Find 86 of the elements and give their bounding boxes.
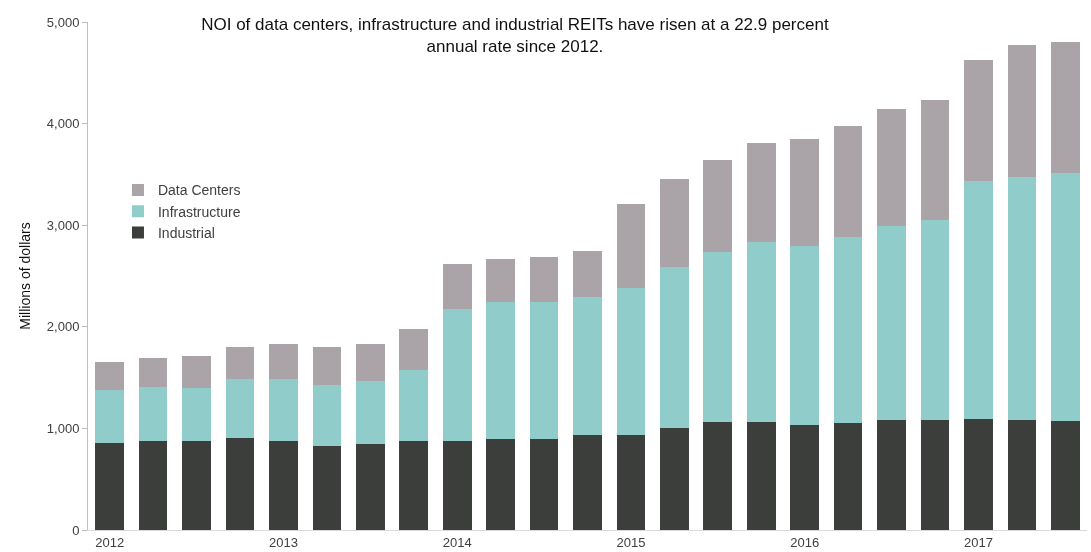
bar bbox=[138, 440, 168, 530]
bar bbox=[95, 362, 125, 390]
legend-label: Infrastructure bbox=[157, 203, 241, 220]
bar bbox=[95, 442, 125, 530]
bar bbox=[399, 328, 429, 371]
bar bbox=[920, 100, 950, 221]
bar bbox=[790, 138, 820, 246]
bar bbox=[1007, 420, 1037, 530]
x-tick-label: 2017 bbox=[963, 534, 993, 550]
bar bbox=[660, 179, 689, 267]
bar bbox=[399, 440, 429, 530]
bar bbox=[616, 434, 646, 530]
bar bbox=[138, 386, 168, 441]
bar bbox=[920, 420, 950, 530]
bar bbox=[355, 443, 385, 530]
bar bbox=[269, 440, 298, 530]
bar bbox=[225, 437, 255, 530]
bar bbox=[399, 370, 429, 441]
bar bbox=[182, 387, 211, 441]
y-tick-label: 5,000 bbox=[46, 14, 80, 30]
bar bbox=[486, 258, 515, 303]
bar bbox=[355, 344, 385, 381]
bar bbox=[312, 347, 342, 385]
bar bbox=[442, 308, 472, 441]
bar bbox=[529, 256, 559, 303]
bar bbox=[920, 220, 950, 421]
x-tick-label: 2013 bbox=[269, 534, 298, 550]
legend-label: Industrial bbox=[157, 224, 215, 241]
bar bbox=[616, 288, 646, 435]
x-tick-label: 2014 bbox=[442, 534, 472, 550]
y-tick-label: 0 bbox=[72, 522, 80, 538]
y-tick-label: 4,000 bbox=[46, 116, 80, 132]
bar bbox=[790, 425, 820, 530]
x-tick-label: 2015 bbox=[616, 534, 646, 550]
y-axis-title: Millions of dollars bbox=[17, 222, 34, 330]
bar bbox=[442, 440, 472, 530]
bar bbox=[660, 266, 689, 429]
bar bbox=[95, 389, 125, 443]
bar bbox=[1050, 42, 1080, 174]
chart-title: NOI of data centers, infrastructure and industrial REITs have risen at a 22.9 percent annual rate since 2012. bbox=[201, 15, 829, 57]
bar bbox=[312, 445, 342, 530]
bar bbox=[1007, 177, 1037, 421]
bar bbox=[182, 356, 211, 388]
bar bbox=[138, 358, 168, 387]
bar bbox=[355, 380, 385, 444]
bar bbox=[703, 251, 733, 423]
bar bbox=[486, 302, 515, 439]
y-tick-label: 1,000 bbox=[46, 420, 80, 436]
bar bbox=[877, 420, 906, 530]
bar bbox=[182, 440, 211, 530]
bar bbox=[442, 263, 472, 309]
y-tick-label: 3,000 bbox=[46, 217, 80, 233]
bar bbox=[877, 109, 906, 227]
bar bbox=[573, 297, 602, 435]
bar bbox=[746, 242, 776, 423]
bar bbox=[1050, 173, 1080, 422]
bar bbox=[225, 378, 255, 438]
bar bbox=[746, 422, 776, 530]
bar bbox=[616, 203, 646, 289]
bar bbox=[703, 160, 733, 252]
bar bbox=[703, 422, 733, 530]
bar bbox=[269, 378, 298, 441]
bar bbox=[1050, 421, 1080, 530]
bar bbox=[746, 142, 776, 243]
x-tick-label: 2012 bbox=[95, 534, 125, 550]
bar bbox=[1007, 45, 1037, 178]
bar bbox=[833, 125, 863, 238]
legend-label: Data Centers bbox=[157, 182, 241, 199]
bar bbox=[877, 226, 906, 421]
bar bbox=[790, 245, 820, 426]
bar bbox=[833, 423, 863, 530]
bar bbox=[573, 434, 602, 530]
bar bbox=[529, 438, 559, 530]
y-tick-label: 2,000 bbox=[46, 319, 80, 335]
bar bbox=[660, 428, 689, 530]
bar bbox=[833, 237, 863, 424]
bar bbox=[486, 438, 515, 530]
bar bbox=[964, 180, 993, 420]
bar bbox=[225, 347, 255, 379]
bar bbox=[573, 250, 602, 298]
x-tick-label: 2016 bbox=[790, 534, 820, 550]
bar bbox=[964, 59, 993, 181]
bar bbox=[529, 302, 559, 439]
bar bbox=[269, 344, 298, 379]
bar bbox=[312, 384, 342, 446]
bar bbox=[964, 419, 993, 530]
